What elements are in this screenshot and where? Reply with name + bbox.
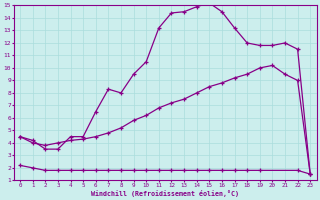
X-axis label: Windchill (Refroidissement éolien,°C): Windchill (Refroidissement éolien,°C) [91, 190, 239, 197]
